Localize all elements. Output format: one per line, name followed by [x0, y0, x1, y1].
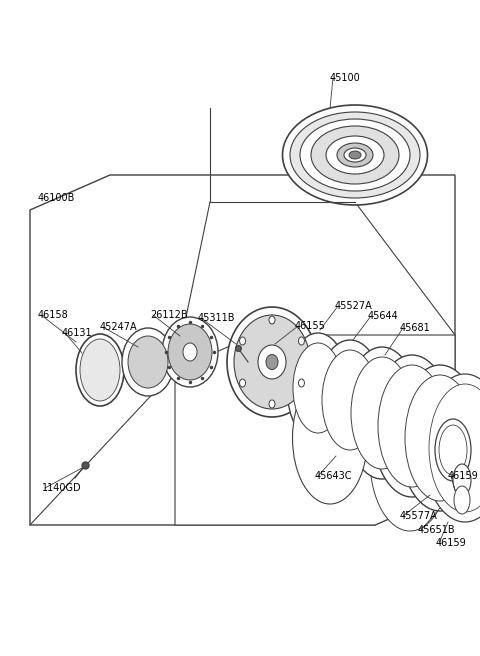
Ellipse shape [405, 375, 475, 501]
Polygon shape [175, 335, 455, 525]
Ellipse shape [316, 340, 384, 460]
Ellipse shape [349, 151, 361, 159]
Ellipse shape [453, 464, 471, 496]
Text: 1140GD: 1140GD [42, 483, 82, 493]
Text: 45643C: 45643C [315, 471, 352, 481]
Ellipse shape [439, 425, 467, 475]
Text: 45681: 45681 [400, 323, 431, 333]
Ellipse shape [80, 339, 120, 401]
Ellipse shape [269, 400, 275, 408]
Ellipse shape [162, 317, 218, 387]
Ellipse shape [183, 343, 197, 361]
Text: 46100B: 46100B [38, 193, 75, 203]
Ellipse shape [326, 136, 384, 174]
Text: 45527A: 45527A [335, 301, 373, 311]
Ellipse shape [435, 419, 471, 481]
Polygon shape [30, 175, 455, 525]
Ellipse shape [240, 379, 246, 387]
Ellipse shape [423, 374, 480, 522]
Ellipse shape [345, 347, 419, 479]
Text: 46159: 46159 [448, 471, 479, 481]
Ellipse shape [378, 365, 446, 487]
Ellipse shape [344, 148, 366, 162]
Ellipse shape [168, 324, 212, 380]
Ellipse shape [351, 357, 413, 469]
Text: 45100: 45100 [330, 73, 361, 83]
Ellipse shape [372, 355, 452, 497]
Ellipse shape [293, 343, 343, 433]
Ellipse shape [454, 486, 470, 514]
Ellipse shape [292, 372, 368, 504]
Ellipse shape [300, 119, 410, 191]
Ellipse shape [287, 333, 349, 443]
Text: 26112B: 26112B [150, 310, 188, 320]
Ellipse shape [269, 316, 275, 324]
Ellipse shape [337, 143, 373, 167]
Ellipse shape [266, 354, 278, 369]
Text: 45651B: 45651B [418, 525, 456, 535]
Text: 45311B: 45311B [198, 313, 236, 323]
Ellipse shape [227, 307, 317, 417]
Ellipse shape [283, 105, 428, 205]
Ellipse shape [370, 389, 450, 531]
Ellipse shape [240, 337, 246, 345]
Ellipse shape [399, 365, 480, 511]
Ellipse shape [128, 336, 168, 388]
Text: 45247A: 45247A [100, 322, 138, 332]
Ellipse shape [290, 112, 420, 198]
Ellipse shape [76, 334, 124, 406]
Ellipse shape [429, 384, 480, 512]
Text: 46158: 46158 [38, 310, 69, 320]
Ellipse shape [299, 379, 304, 387]
Ellipse shape [234, 315, 310, 409]
Ellipse shape [299, 337, 304, 345]
Ellipse shape [311, 126, 399, 184]
Text: 46155: 46155 [295, 321, 326, 331]
Text: 46131: 46131 [62, 328, 93, 338]
Text: 45644: 45644 [368, 311, 399, 321]
Ellipse shape [258, 345, 286, 379]
Text: 45577A: 45577A [400, 511, 438, 521]
Ellipse shape [122, 328, 174, 396]
Ellipse shape [322, 350, 378, 450]
Text: 46159: 46159 [436, 538, 467, 548]
